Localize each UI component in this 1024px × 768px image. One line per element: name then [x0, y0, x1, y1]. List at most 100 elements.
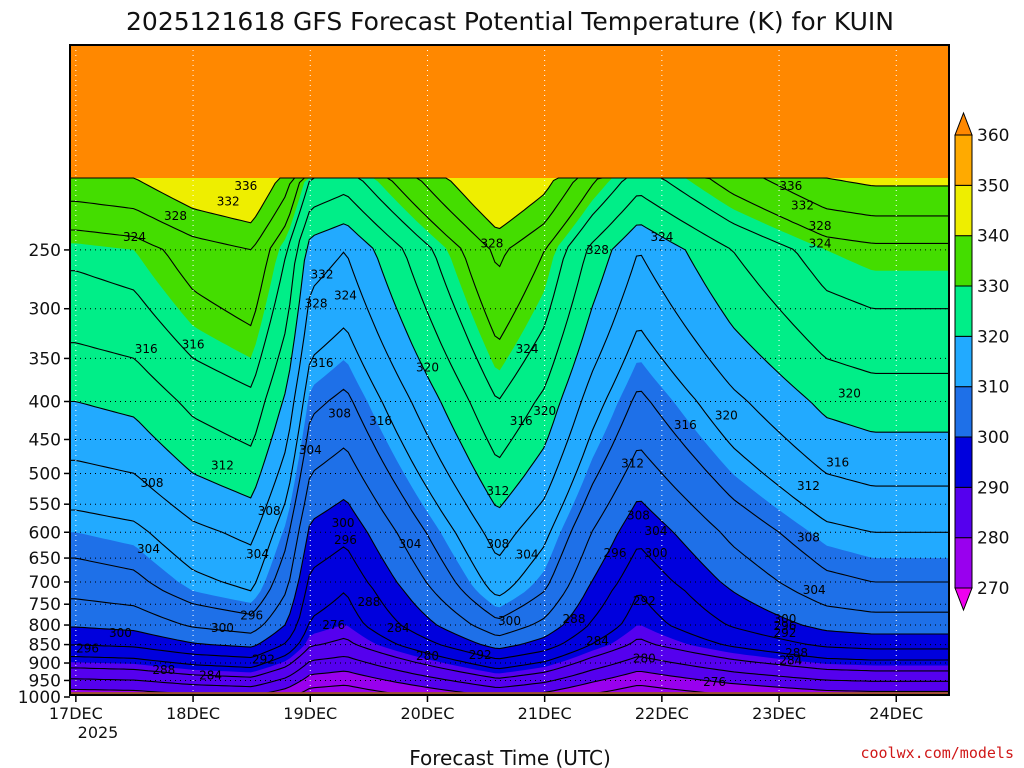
x-year-label: 2025	[78, 723, 119, 742]
colorbar-label-340: 340	[977, 227, 1009, 247]
chart-title: 2025121618 GFS Forecast Potential Temper…	[126, 7, 894, 36]
y-tick-label-700: 700	[29, 573, 61, 593]
contour-label-300: 300	[211, 621, 234, 635]
contour-label-336: 336	[779, 179, 802, 193]
contour-label-324: 324	[650, 230, 673, 244]
y-tick-label-900: 900	[29, 654, 61, 674]
contour-label-300: 300	[332, 516, 355, 530]
contour-320	[70, 223, 949, 509]
x-tick-label-22DEC: 22DEC	[635, 704, 689, 723]
contour-284	[70, 655, 949, 689]
contour-label-308: 308	[627, 509, 650, 523]
colorbar-bottom-arrow	[954, 587, 973, 612]
contour-label-304: 304	[299, 443, 322, 457]
credit-text: coolwx.com/models	[860, 744, 1014, 762]
contour-300	[70, 498, 949, 650]
x-tick-label-24DEC: 24DEC	[869, 704, 923, 723]
x-tick-label-23DEC: 23DEC	[752, 704, 806, 723]
contour-label-320: 320	[533, 404, 556, 418]
contour-304	[70, 447, 949, 637]
y-tick-label-500: 500	[29, 464, 61, 484]
x-tick-label-17DEC: 17DEC	[49, 704, 103, 723]
contour-label-316: 316	[826, 455, 849, 469]
contour-label-308: 308	[797, 531, 820, 545]
contour-label-296: 296	[773, 619, 796, 633]
y-tick-label-400: 400	[29, 392, 61, 412]
colorbar-label-330: 330	[977, 277, 1009, 297]
contour-label-304: 304	[645, 524, 668, 538]
contour-label-316: 316	[510, 414, 533, 428]
contour-312	[70, 327, 949, 597]
y-tick-label-800: 800	[29, 616, 61, 636]
contour-label-328: 328	[305, 296, 328, 310]
y-tick-label-550: 550	[29, 495, 61, 515]
y-axis-pressure: 2503003504004505005506006507007508008509…	[18, 241, 70, 708]
contour-label-304: 304	[246, 547, 269, 561]
contour-316	[70, 251, 949, 557]
contour-label-288: 288	[785, 646, 808, 660]
contour-label-296: 296	[240, 609, 263, 623]
potential-temperature-bands	[70, 45, 949, 695]
contour-340	[70, 177, 949, 230]
contour-label-320: 320	[838, 386, 861, 400]
colorbar-label-290: 290	[977, 478, 1009, 498]
contour-label-292: 292	[633, 594, 656, 608]
x-tick-label-18DEC: 18DEC	[166, 704, 220, 723]
contour-label-320: 320	[416, 361, 439, 375]
colorbar-label-310: 310	[977, 378, 1009, 398]
colorbar-seg-320	[954, 285, 973, 337]
contour-label-312: 312	[797, 479, 820, 493]
contour-label-304: 304	[803, 583, 826, 597]
colorbar-seg-330	[954, 235, 973, 287]
y-tick-label-950: 950	[29, 671, 61, 691]
x-tick-label-19DEC: 19DEC	[283, 704, 337, 723]
y-tick-label-750: 750	[29, 595, 61, 615]
terrain-mask	[70, 692, 949, 695]
dotted-gridlines	[70, 45, 949, 695]
y-tick-label-350: 350	[29, 349, 61, 369]
contour-label-328: 328	[586, 243, 609, 257]
contour-label-316: 316	[311, 356, 334, 370]
colorbar-label-300: 300	[977, 428, 1009, 448]
contour-label-288: 288	[152, 663, 175, 677]
colorbar-top-arrow	[954, 111, 973, 136]
colorbar-seg-290	[954, 436, 973, 488]
contour-292	[70, 592, 949, 670]
contour-label-332: 332	[217, 194, 240, 208]
contour-label-308: 308	[486, 537, 509, 551]
contour-label-284: 284	[387, 621, 410, 635]
colorbar-seg-270	[954, 537, 973, 589]
contour-label-332: 332	[791, 199, 814, 213]
contour-label-292: 292	[773, 626, 796, 640]
contour-label-320: 320	[715, 409, 738, 423]
colorbar-seg-280	[954, 486, 973, 539]
contour-label-300: 300	[645, 546, 668, 560]
band-360	[70, 45, 949, 178]
y-tick-label-300: 300	[29, 300, 61, 320]
contour-label-336: 336	[234, 179, 257, 193]
isentrope-contours	[70, 177, 949, 695]
contour-label-284: 284	[586, 634, 609, 648]
contour-328	[70, 177, 949, 400]
contour-label-324: 324	[516, 342, 539, 356]
x-tick-label-21DEC: 21DEC	[518, 704, 572, 723]
contour-288	[70, 637, 949, 679]
contour-336	[70, 177, 949, 268]
colorbar-label-280: 280	[977, 529, 1009, 549]
contour-label-292: 292	[252, 652, 275, 666]
contour-label-316: 316	[135, 342, 158, 356]
contour-label-316: 316	[182, 337, 205, 351]
contour-label-312: 312	[486, 484, 509, 498]
colorbar-legend: 270 280 290 300 310 320 330 340 350 360	[954, 111, 1009, 612]
y-tick-label-450: 450	[29, 430, 61, 450]
contour-label-276: 276	[703, 675, 726, 689]
y-tick-label-600: 600	[29, 523, 61, 543]
colorbar-label-320: 320	[977, 327, 1009, 347]
y-tick-label-1000: 1000	[18, 688, 61, 708]
contour-label-308: 308	[328, 406, 351, 420]
colorbar-seg-340	[954, 184, 973, 237]
contour-label-304: 304	[516, 548, 539, 562]
contour-324	[70, 193, 949, 459]
contour-label-308: 308	[141, 476, 164, 490]
